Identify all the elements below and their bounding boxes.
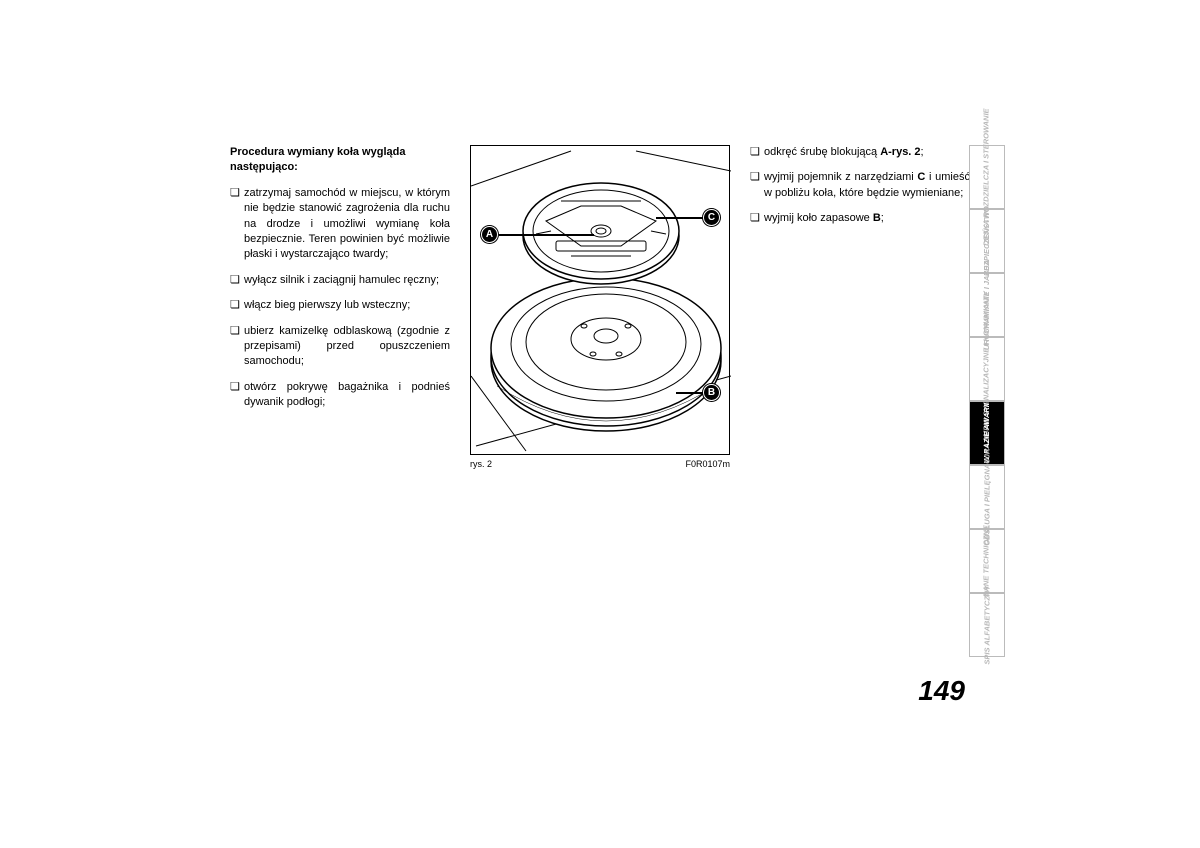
tab-dane[interactable]: DANE TECHNICZNE [969, 529, 1005, 593]
leader-b [676, 392, 704, 394]
figure-code: F0R0107m [685, 459, 730, 469]
list-item: zatrzymaj samochód w miejscu, w którym n… [230, 186, 450, 263]
tab-lampki[interactable]: LAMPKI SYGNALIZACYJNE I KOMUNIKATY [969, 337, 1005, 401]
left-column: Procedura wymiany koła wygląda następują… [230, 145, 450, 715]
page-content: Procedura wymiany koła wygląda następują… [230, 145, 970, 715]
list-item: odkręć śrubę blokującą A-rys. 2; [750, 145, 970, 160]
figure-caption: rys. 2 F0R0107m [470, 459, 730, 469]
page-number: 149 [918, 675, 965, 707]
tab-spis[interactable]: SPIS ALFABETYCZNY [969, 593, 1005, 657]
callout-c: C [703, 209, 720, 226]
list-item: wyjmij koło zapasowe B; [750, 211, 970, 226]
list-item: otwórz pokrywę bagażnika i podnieś dywan… [230, 380, 450, 411]
tab-deska[interactable]: DESKA ROZDZIELCZA I STEROWANIE [969, 145, 1005, 209]
leader-c [656, 217, 704, 219]
list-item: ubierz kamizelkę odblaskową (zgodnie z p… [230, 324, 450, 370]
section-tabs: DESKA ROZDZIELCZA I STEROWANIE BEZPIECZE… [969, 145, 1005, 657]
figure-label: rys. 2 [470, 459, 492, 469]
right-step-list: odkręć śrubę blokującą A-rys. 2; wyjmij … [750, 145, 970, 227]
left-step-list: zatrzymaj samochód w miejscu, w którym n… [230, 186, 450, 411]
spare-wheel-svg [471, 146, 731, 456]
callout-b: B [703, 384, 720, 401]
spare-wheel-figure: A C B [470, 145, 730, 455]
leader-a [499, 234, 594, 236]
procedure-heading: Procedura wymiany koła wygląda następują… [230, 145, 450, 176]
callout-a: A [481, 226, 498, 243]
tab-obsluga[interactable]: OBSŁUGA I PIELĘGNACJA [969, 465, 1005, 529]
figure-column: A C B rys. 2 F0R0107m [470, 145, 730, 715]
right-column: odkręć śrubę blokującą A-rys. 2; wyjmij … [750, 145, 970, 715]
list-item: włącz bieg pierwszy lub wsteczny; [230, 298, 450, 313]
list-item: wyjmij pojemnik z narzędziami C i umieść… [750, 170, 970, 201]
list-item: wyłącz silnik i zaciągnij hamulec ręczny… [230, 273, 450, 288]
